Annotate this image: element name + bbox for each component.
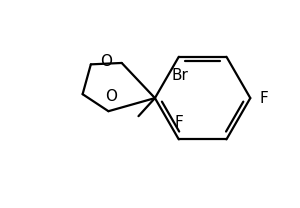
Text: F: F	[260, 90, 268, 106]
Text: F: F	[174, 115, 183, 130]
Text: O: O	[100, 54, 112, 69]
Text: Br: Br	[172, 68, 189, 83]
Text: O: O	[105, 89, 117, 104]
